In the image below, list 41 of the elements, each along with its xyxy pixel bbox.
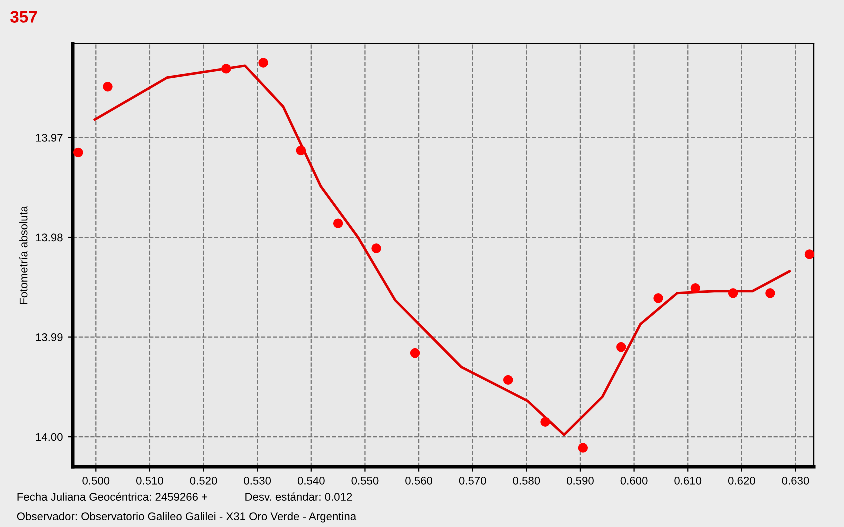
point bbox=[654, 294, 664, 304]
y-axis-title: Fotometría absoluta bbox=[19, 206, 28, 304]
x-tick-label: 0.530 bbox=[244, 476, 272, 485]
point bbox=[804, 250, 814, 260]
y-tick-label: 13.99 bbox=[36, 334, 63, 342]
x-tick-label: 0.500 bbox=[82, 476, 110, 485]
point bbox=[222, 64, 232, 74]
point bbox=[258, 58, 268, 68]
y-tick-label: 13.97 bbox=[36, 134, 63, 142]
x-tick-label: 0.560 bbox=[406, 476, 433, 485]
point bbox=[74, 148, 84, 158]
x-tick-label: 0.580 bbox=[513, 476, 540, 485]
point bbox=[504, 375, 514, 386]
x-tick-label: 0.620 bbox=[728, 476, 756, 485]
point bbox=[540, 417, 550, 427]
point bbox=[296, 146, 306, 156]
chart-title: 357 bbox=[10, 11, 38, 23]
point bbox=[372, 244, 382, 254]
x-tick-label: 0.610 bbox=[674, 476, 702, 485]
text: Observador: Observatorio Galileo Galilei - X31 Oro Verde - Argentina bbox=[17, 512, 357, 523]
x-tick-label: 0.570 bbox=[459, 476, 486, 485]
x-tick-label: 0.540 bbox=[298, 476, 325, 485]
x-tick-label: 0.630 bbox=[782, 476, 810, 485]
x-axis-title: Fecha Juliana Geocéntrica: 2459266 + bbox=[18, 492, 208, 501]
y-tick-label: 13.98 bbox=[36, 234, 63, 242]
point bbox=[103, 82, 113, 92]
point bbox=[616, 342, 626, 352]
point bbox=[410, 348, 420, 358]
point bbox=[333, 218, 344, 228]
point bbox=[728, 288, 738, 298]
point bbox=[766, 288, 776, 298]
point bbox=[578, 443, 588, 453]
line-series bbox=[94, 64, 792, 436]
x-tick-label: 0.520 bbox=[190, 476, 218, 485]
x-tick-label: 0.510 bbox=[136, 476, 164, 485]
x-tick-label: 0.590 bbox=[567, 476, 594, 485]
x-tick-label: 0.600 bbox=[620, 476, 648, 485]
point bbox=[690, 284, 701, 294]
x-tick-label: 0.550 bbox=[352, 476, 379, 485]
text: Desv. estándar: 0.012 bbox=[246, 492, 352, 501]
y-tick-label: 14.00 bbox=[36, 433, 63, 442]
